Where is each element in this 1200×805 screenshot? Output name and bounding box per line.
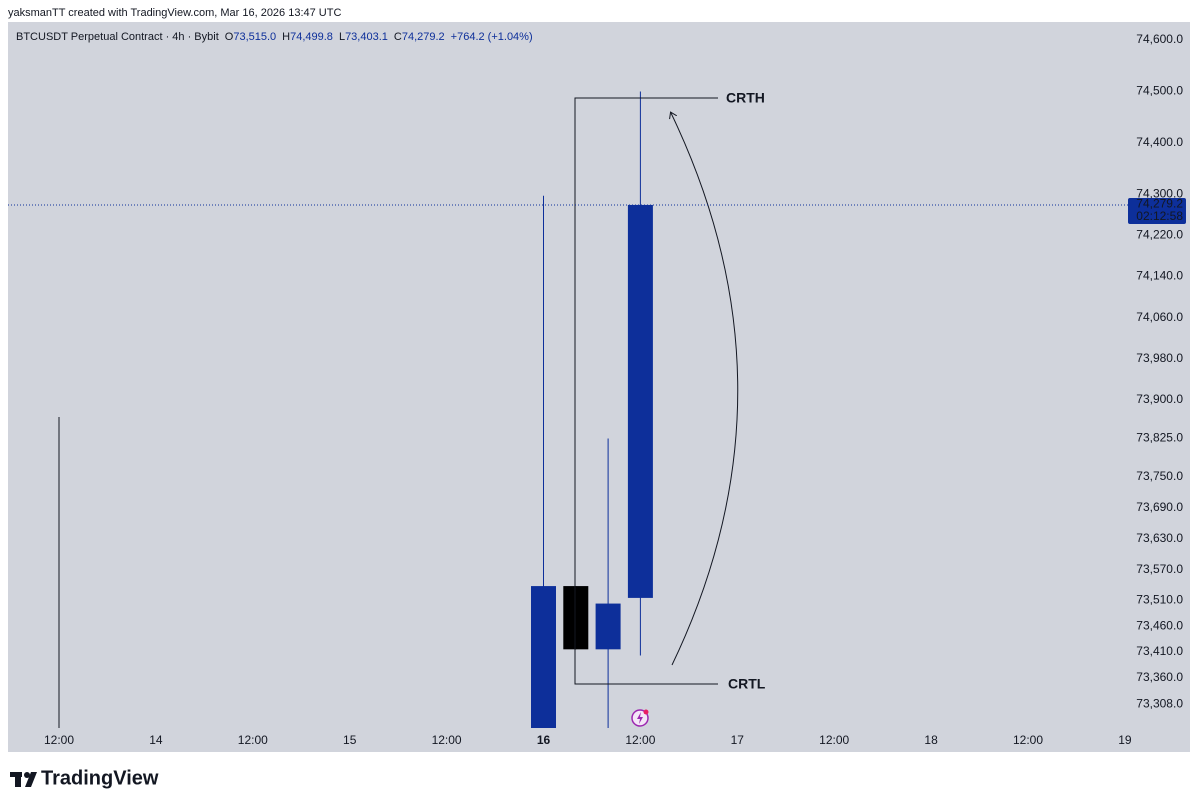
ohlc-value: 74,279.2 <box>402 31 445 43</box>
last-price-box <box>1128 197 1186 224</box>
last-price-label: 74,279.2 <box>1136 197 1183 211</box>
x-tick-label: 12:00 <box>44 733 74 747</box>
x-tick-label: 15 <box>343 733 357 747</box>
y-tick-label: 73,510.0 <box>1136 593 1183 607</box>
x-tick-label: 19 <box>1118 733 1132 747</box>
brand: TradingView <box>41 767 159 789</box>
x-tick-label: 18 <box>924 733 938 747</box>
y-tick-label: 74,500.0 <box>1136 84 1183 98</box>
x-tick-label: 17 <box>731 733 745 747</box>
ohlc-value: 74,499.8 <box>290 31 333 43</box>
y-tick-label: 73,980.0 <box>1136 351 1183 365</box>
watermark: yaksmanTT created with TradingView.com, … <box>8 7 341 19</box>
ohlc-key: L <box>339 31 345 43</box>
arc-arrow <box>671 113 739 666</box>
y-tick-label: 73,900.0 <box>1136 392 1183 406</box>
candle-body <box>595 603 621 650</box>
y-tick-label: 74,060.0 <box>1136 310 1183 324</box>
countdown: 02:12:58 <box>1136 209 1183 223</box>
annotation: CRTL <box>728 676 766 692</box>
x-tick-label: 14 <box>149 733 163 747</box>
candle-body <box>531 586 556 728</box>
x-tick-label: 12:00 <box>1013 733 1043 747</box>
y-tick-label: 74,400.0 <box>1136 135 1183 149</box>
x-tick-label: 12:00 <box>238 733 268 747</box>
y-tick-label: 74,220.0 <box>1136 228 1183 242</box>
event-badge <box>643 709 649 715</box>
y-tick-label: 74,600.0 <box>1136 32 1183 46</box>
y-tick-label: 73,360.0 <box>1136 670 1183 684</box>
header: BTCUSDT Perpetual Contract · 4h · Bybit O… <box>16 31 533 43</box>
plot-area <box>531 91 653 728</box>
candle-body <box>563 586 589 650</box>
x-tick-label: 12:00 <box>432 733 462 747</box>
ohlc-value: 73,515.0 <box>233 31 276 43</box>
crt-bracket <box>574 97 718 685</box>
event-icon-bolt <box>637 712 643 724</box>
y-tick-label: 73,570.0 <box>1136 562 1183 576</box>
y-tick-label: 73,308.0 <box>1136 697 1183 711</box>
x-tick-label: 12:00 <box>819 733 849 747</box>
ohlc-value: 73,403.1 <box>345 31 388 43</box>
y-tick-label: 73,825.0 <box>1136 431 1183 445</box>
y-tick-label: 73,460.0 <box>1136 618 1183 632</box>
y-tick-label: 73,410.0 <box>1136 644 1183 658</box>
symbol-title: BTCUSDT Perpetual Contract · 4h · Bybit <box>16 31 219 43</box>
x-tick-label: 12:00 <box>625 733 655 747</box>
change: +764.2 (+1.04%) <box>451 31 533 43</box>
y-tick-label: 74,140.0 <box>1136 269 1183 283</box>
brand-logo <box>10 772 37 787</box>
ohlc-key: H <box>282 31 290 43</box>
ohlc-key: C <box>394 31 402 43</box>
y-tick-label: 74,300.0 <box>1136 186 1183 200</box>
annotation: CRTH <box>726 90 765 106</box>
ohlc-key: O <box>225 31 234 43</box>
y-tick-label: 73,630.0 <box>1136 531 1183 545</box>
candle-body <box>627 204 653 598</box>
x-tick-label: 16 <box>537 733 551 747</box>
y-tick-label: 73,690.0 <box>1136 500 1183 514</box>
y-tick-label: 73,750.0 <box>1136 469 1183 483</box>
